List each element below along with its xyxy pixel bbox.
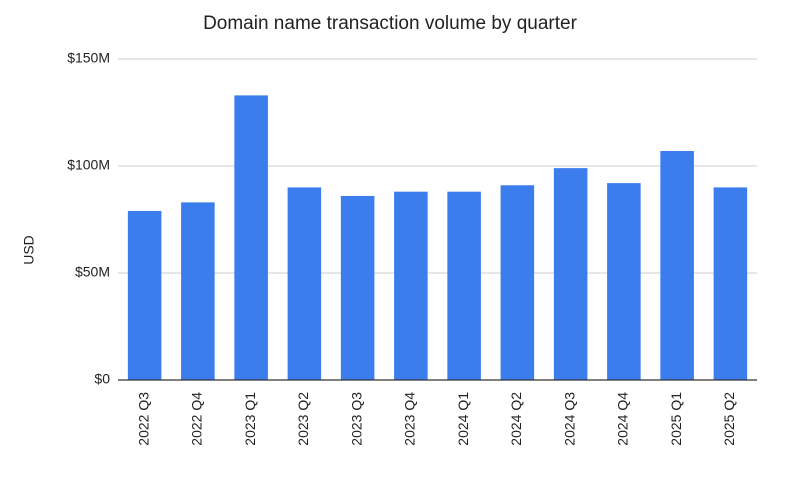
- bar: [500, 185, 535, 380]
- y-axis-label: USD: [21, 235, 37, 265]
- x-tick-label: 2023 Q4: [402, 392, 418, 446]
- bar: [713, 187, 748, 380]
- y-tick-label: $150M: [67, 50, 110, 66]
- bar: [340, 195, 375, 380]
- x-tick-label: 2024 Q3: [561, 392, 577, 446]
- x-tick-label: 2022 Q3: [135, 392, 151, 446]
- bar: [394, 191, 428, 380]
- x-tick-label: 2023 Q2: [295, 392, 311, 446]
- bar: [181, 202, 215, 380]
- x-tick-label: 2024 Q4: [615, 392, 631, 446]
- x-tick-label: 2023 Q1: [242, 392, 258, 446]
- bar: [553, 168, 588, 380]
- bar: [607, 183, 641, 380]
- x-tick-label: 2024 Q2: [508, 392, 524, 446]
- y-tick-label: $100M: [67, 157, 110, 173]
- y-tick-label: $50M: [75, 264, 110, 280]
- y-tick-label: $0: [94, 371, 110, 387]
- x-tick-label: 2025 Q2: [721, 392, 737, 446]
- x-tick-label: 2022 Q4: [189, 392, 205, 446]
- x-tick-label: 2025 Q1: [668, 392, 684, 446]
- x-tick-label: 2023 Q3: [348, 392, 364, 446]
- bar: [660, 151, 694, 380]
- bar: [447, 191, 481, 380]
- x-tick-label: 2024 Q1: [455, 392, 471, 446]
- bar: [234, 95, 268, 380]
- chart-title: Domain name transaction volume by quarte…: [203, 13, 578, 34]
- bar: [287, 187, 322, 380]
- bar: [127, 210, 162, 380]
